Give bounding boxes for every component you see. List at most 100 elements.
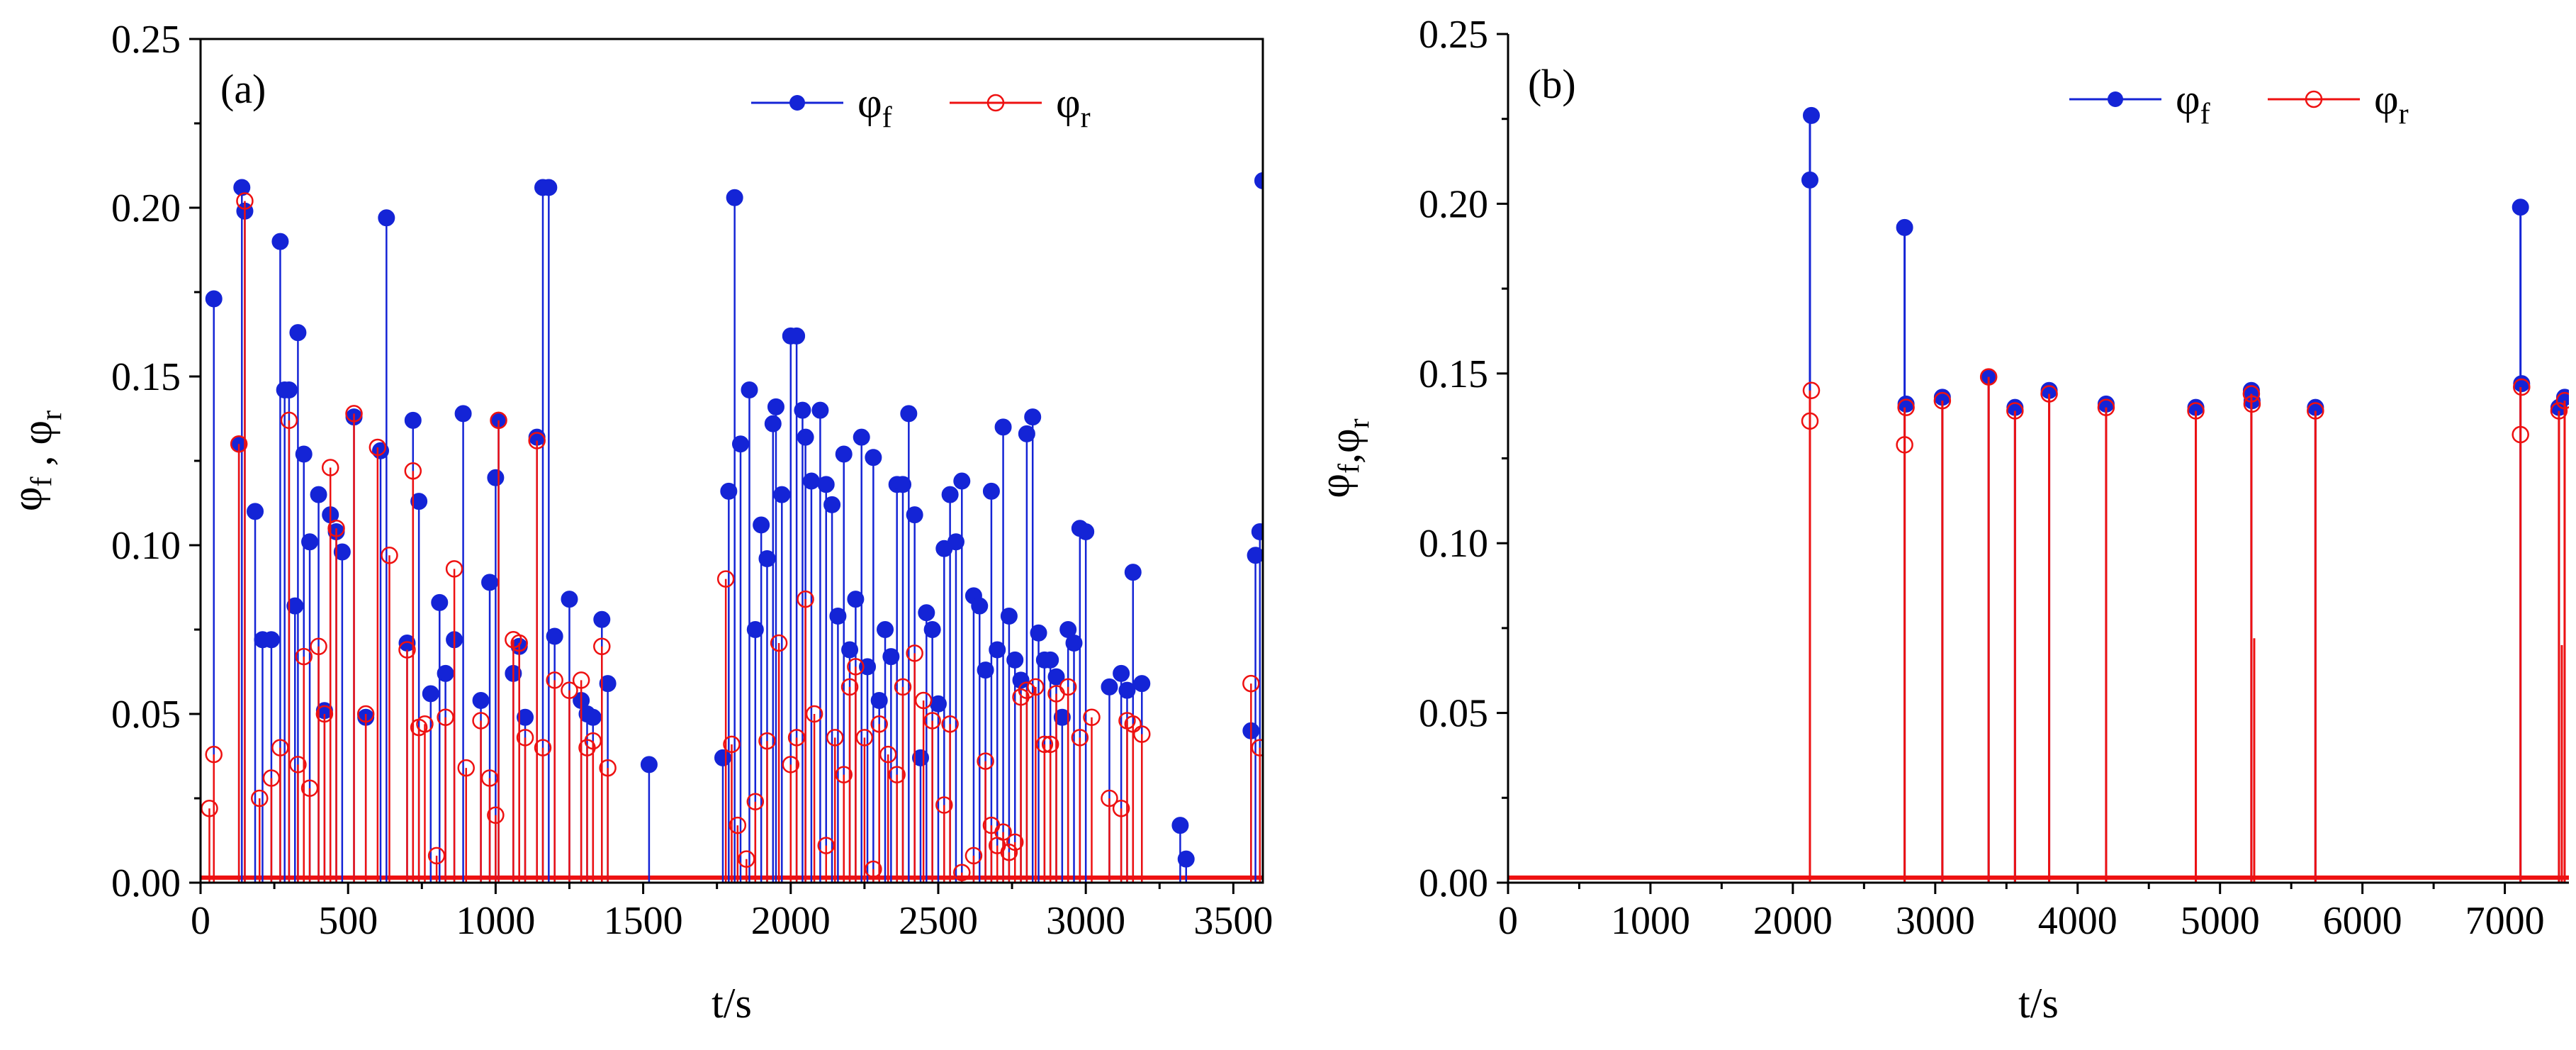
point-phi_r xyxy=(398,641,416,659)
point-phi_f xyxy=(333,543,351,561)
point-phi_r xyxy=(817,837,835,854)
point-phi_r xyxy=(1041,735,1059,754)
point-phi_f xyxy=(746,621,764,638)
point-phi_f xyxy=(561,591,578,608)
point-phi_r xyxy=(738,850,755,868)
point-phi_f xyxy=(1113,664,1130,682)
point-phi_r xyxy=(746,793,765,811)
point-phi_r xyxy=(1801,412,1819,430)
x-axis-title: t/s xyxy=(712,980,752,1027)
point-phi_f xyxy=(764,415,782,432)
point-phi_r xyxy=(847,658,865,676)
x-tick-label: 1000 xyxy=(1611,899,1690,943)
point-phi_r xyxy=(2307,402,2324,420)
y-tick-label: 0.10 xyxy=(1419,522,1488,566)
point-phi_f xyxy=(310,486,327,503)
series-phi_r xyxy=(201,192,1263,883)
point-phi_r xyxy=(345,405,363,423)
point-phi_f xyxy=(720,482,738,500)
point-phi_f xyxy=(1118,681,1136,699)
point-phi_r xyxy=(295,647,313,666)
point-phi_r xyxy=(2243,395,2261,413)
x-tick-label: 4000 xyxy=(2038,899,2117,943)
point-phi_f xyxy=(870,691,888,709)
plot-area xyxy=(1508,106,2569,883)
point-phi_r xyxy=(404,462,422,480)
point-phi_f xyxy=(1133,675,1151,693)
x-tick-label: 3000 xyxy=(1046,899,1125,943)
point-phi_f xyxy=(835,445,853,463)
point-phi_r xyxy=(487,806,505,825)
point-phi_r xyxy=(289,756,307,773)
series-phi_r xyxy=(1801,368,2569,883)
point-phi_f xyxy=(481,574,499,591)
point-phi_r xyxy=(1018,681,1036,699)
point-phi_f xyxy=(788,327,806,345)
point-phi_r xyxy=(472,712,490,730)
point-phi_r xyxy=(805,705,823,723)
point-phi_r xyxy=(1027,678,1045,696)
point-phi_r xyxy=(310,637,327,656)
point-phi_r xyxy=(2555,391,2569,410)
point-phi_f xyxy=(593,610,611,628)
point-phi_f xyxy=(517,708,534,726)
point-phi_f xyxy=(1254,172,1263,189)
point-phi_f xyxy=(1251,523,1263,540)
point-phi_r xyxy=(2040,385,2058,403)
point-phi_f xyxy=(982,482,1000,500)
legend-marker-phi_r xyxy=(986,94,1005,112)
point-phi_r xyxy=(840,678,859,696)
point-phi_r xyxy=(1071,729,1089,747)
x-tick-label: 2000 xyxy=(751,899,831,943)
x-tick-label: 2500 xyxy=(899,899,978,943)
point-phi_r xyxy=(723,735,741,754)
point-phi_r xyxy=(1242,674,1260,693)
point-phi_r xyxy=(914,691,933,710)
point-phi_f xyxy=(1024,408,1042,426)
point-phi_f xyxy=(859,658,877,676)
point-phi_f xyxy=(1247,547,1263,564)
point-phi_f xyxy=(882,648,900,666)
point-phi_f xyxy=(584,708,602,726)
point-phi_r xyxy=(2097,398,2115,416)
point-phi_r xyxy=(855,729,874,747)
point-phi_r xyxy=(480,769,499,787)
point-phi_f xyxy=(989,641,1006,659)
point-phi_r xyxy=(787,729,806,747)
point-phi_r xyxy=(327,519,345,537)
plot-area xyxy=(201,172,1263,883)
point-phi_f xyxy=(753,516,770,534)
y-tick-label: 0.05 xyxy=(111,693,181,737)
point-phi_f xyxy=(1006,651,1024,669)
point-phi_f xyxy=(454,405,472,423)
x-tick-label: 7000 xyxy=(2465,899,2545,943)
point-phi_r xyxy=(546,671,563,689)
point-phi_r xyxy=(1124,715,1142,733)
point-phi_f xyxy=(1018,425,1035,442)
point-phi_f xyxy=(977,661,994,679)
point-phi_f xyxy=(2512,199,2529,216)
point-phi_f xyxy=(1012,671,1030,689)
point-phi_r xyxy=(490,411,507,430)
legend-label-phi_f: φf xyxy=(857,79,892,134)
point-phi_f xyxy=(1177,850,1195,868)
point-phi_r xyxy=(528,432,546,449)
point-phi_f xyxy=(599,675,617,693)
y-tick-label: 0.15 xyxy=(1419,352,1488,396)
point-phi_r xyxy=(1000,843,1018,861)
point-phi_r xyxy=(2006,402,2024,420)
x-tick-label: 500 xyxy=(318,899,378,943)
point-phi_r xyxy=(1897,398,1915,416)
point-phi_f xyxy=(923,621,941,638)
point-phi_r xyxy=(923,712,941,730)
point-phi_r xyxy=(300,779,319,797)
point-phi_r xyxy=(1933,391,1952,410)
point-phi_r xyxy=(236,192,254,210)
point-phi_f xyxy=(301,533,319,551)
point-phi_r xyxy=(271,739,289,756)
y-tick-label: 0.20 xyxy=(1419,182,1488,226)
point-phi_r xyxy=(758,732,776,750)
point-phi_r xyxy=(381,547,398,564)
point-phi_f xyxy=(410,493,428,510)
